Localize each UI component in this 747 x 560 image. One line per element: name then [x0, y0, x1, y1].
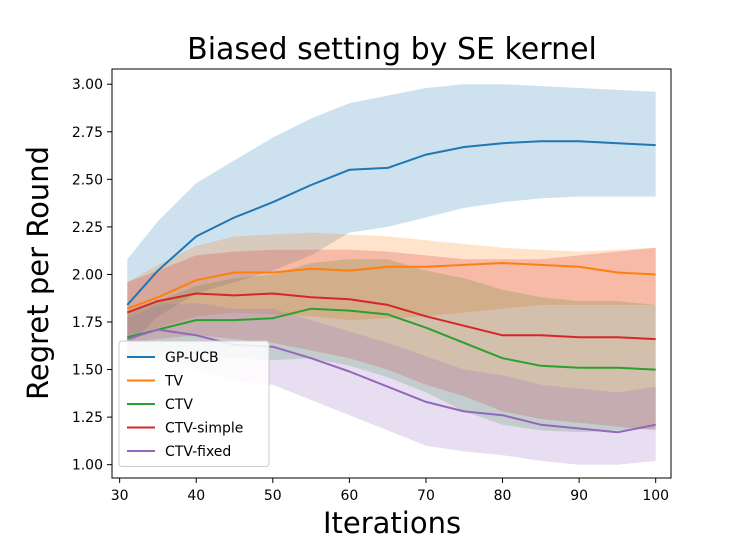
- legend-label-tv: TV: [164, 374, 184, 390]
- x-tick-label: 80: [494, 488, 512, 504]
- ctv-confidence-band: [127, 259, 656, 433]
- x-tick-label: 50: [264, 488, 282, 504]
- tv-confidence-band: [127, 232, 656, 336]
- ctv-simple-line: [126, 292, 656, 341]
- x-axis-ticks: 30 40 50 60 70 80 90 100: [111, 478, 669, 504]
- y-tick-label: 2.00: [72, 267, 103, 283]
- legend-label-ctv-simple: CTV-simple: [165, 421, 243, 437]
- x-tick-label: 40: [187, 488, 205, 504]
- x-tick-label: 30: [111, 488, 129, 504]
- y-tick-label: 3.00: [72, 77, 103, 93]
- legend: GP-UCB TV CTV CTV-simple CTV-fixed: [118, 340, 270, 467]
- x-tick-label: 70: [417, 488, 435, 504]
- y-tick-label: 2.25: [72, 220, 103, 236]
- legend-box: [118, 340, 270, 467]
- legend-label-gp-ucb: GP-UCB: [165, 350, 219, 366]
- x-tick-label: 100: [642, 488, 669, 504]
- y-axis-label: Regret per Round: [21, 146, 55, 400]
- legend-label-ctv-fixed: CTV-fixed: [165, 444, 231, 460]
- chart-title: Biased setting by SE kernel: [187, 32, 597, 67]
- x-axis-label: Iterations: [323, 506, 461, 540]
- x-tick-label: 90: [570, 488, 588, 504]
- plot-frame: [111, 68, 672, 479]
- series-lines: [126, 140, 656, 434]
- y-tick-label: 2.50: [72, 172, 103, 188]
- y-tick-label: 1.25: [72, 410, 103, 426]
- y-axis-ticks: 1.00 1.25 1.50 1.75 2.00 2.25 2.50 2.75 3.00: [72, 77, 112, 474]
- y-tick-label: 1.50: [72, 363, 103, 379]
- ctv-line: [127, 307, 656, 371]
- tv-line: [126, 262, 656, 310]
- y-tick-label: 1.75: [72, 315, 103, 331]
- x-tick-label: 60: [340, 488, 358, 504]
- gp-ucb-line: [126, 140, 656, 306]
- y-tick-label: 2.75: [72, 125, 103, 141]
- ctv-fixed-line: [127, 328, 656, 434]
- gp-ucb-confidence-band: [127, 84, 656, 347]
- legend-label-ctv: CTV: [165, 397, 193, 413]
- y-tick-label: 1.00: [72, 458, 103, 474]
